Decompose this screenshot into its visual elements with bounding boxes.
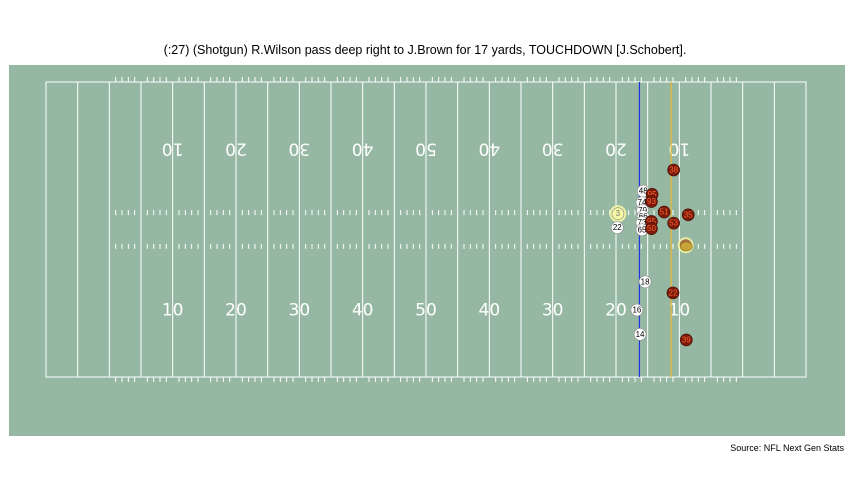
defense-player: 39 (679, 333, 693, 347)
field-number-top: 10 (669, 138, 691, 158)
offense-player: 14 (633, 328, 647, 341)
player-marker (645, 195, 658, 208)
player-number: 3 (616, 209, 621, 218)
player-marker (611, 207, 625, 221)
player-number: 16 (632, 306, 641, 315)
field-number-bottom: 50 (415, 301, 437, 321)
player-number: 73 (638, 218, 647, 227)
player-number: 48 (639, 187, 648, 196)
field-numbers: 10 10 20 20 30 30 40 40 50 50 40 40 30 30 20 20 10 10 (162, 138, 690, 320)
defense-player: 53 (667, 216, 680, 230)
field-number-top: 40 (479, 138, 501, 158)
field-number-top: 20 (225, 138, 247, 158)
field-number-top: 30 (542, 138, 564, 158)
player-number: 18 (641, 277, 650, 286)
player-number: 74 (638, 198, 647, 207)
player-number: 65 (638, 225, 647, 234)
offense-player: 65 (635, 223, 649, 237)
field-number-top: 10 (162, 138, 184, 158)
chart-title: (:27) (Shotgun) R.Wilson pass deep right… (163, 43, 687, 57)
source-note: Source: NFL Next Gen Stats (730, 443, 844, 453)
player-number: 53 (669, 219, 678, 228)
field-number-bottom: 10 (669, 301, 691, 321)
player-marker (679, 333, 693, 347)
player-marker (645, 222, 658, 235)
field-number-top: 20 (605, 138, 627, 158)
field-number-bottom: 40 (352, 301, 374, 321)
field-number-top: 40 (352, 138, 374, 158)
offense-player: 16 (630, 303, 644, 317)
field-number-top: 30 (289, 138, 311, 158)
field-number-top: 50 (415, 138, 437, 158)
players: 3487479667365221816143895935195505335223… (609, 163, 695, 347)
field-number-bottom: 10 (162, 301, 184, 321)
field-number-bottom: 40 (479, 301, 501, 321)
player-marker (657, 205, 671, 219)
field-number-bottom: 30 (289, 301, 311, 321)
player-number: 95 (648, 190, 657, 199)
player-marker (667, 163, 680, 177)
defense-player: 38 (667, 163, 680, 177)
defense-player: 50 (645, 222, 658, 235)
field-number-bottom: 20 (605, 301, 627, 321)
player-number: 22 (613, 223, 622, 232)
player-number: 38 (669, 166, 678, 175)
player-number: 39 (682, 335, 691, 344)
field-number-bottom: 20 (225, 301, 247, 321)
defense-player: 51 (657, 205, 671, 219)
player-marker (638, 275, 652, 289)
defense-player: 93 (645, 195, 658, 208)
player-marker (630, 303, 644, 317)
player-number: 93 (647, 197, 656, 206)
player-marker (667, 216, 680, 230)
field-background (9, 65, 845, 436)
player-marker (666, 286, 680, 300)
offense-player: 18 (638, 275, 652, 289)
offense-player: 22 (610, 221, 624, 234)
player-number: 35 (684, 210, 693, 219)
player-number: 95 (647, 217, 656, 226)
field-number-bottom: 30 (542, 301, 564, 321)
offense-player: 3 (609, 205, 627, 223)
player-number: 50 (647, 224, 656, 233)
player-marker (633, 328, 647, 341)
player-number: 22 (669, 288, 678, 297)
football (679, 241, 693, 252)
player-marker (610, 221, 624, 234)
player-number: 14 (636, 330, 645, 339)
player-marker (681, 208, 695, 222)
defense-player: 22 (666, 286, 680, 300)
player-number: 51 (660, 208, 669, 217)
defense-player: 35 (681, 208, 695, 222)
